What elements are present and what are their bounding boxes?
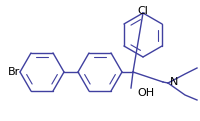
Text: Cl: Cl [138,6,148,16]
Text: OH: OH [137,88,154,98]
Text: Br: Br [8,67,20,77]
Text: N: N [170,77,178,87]
